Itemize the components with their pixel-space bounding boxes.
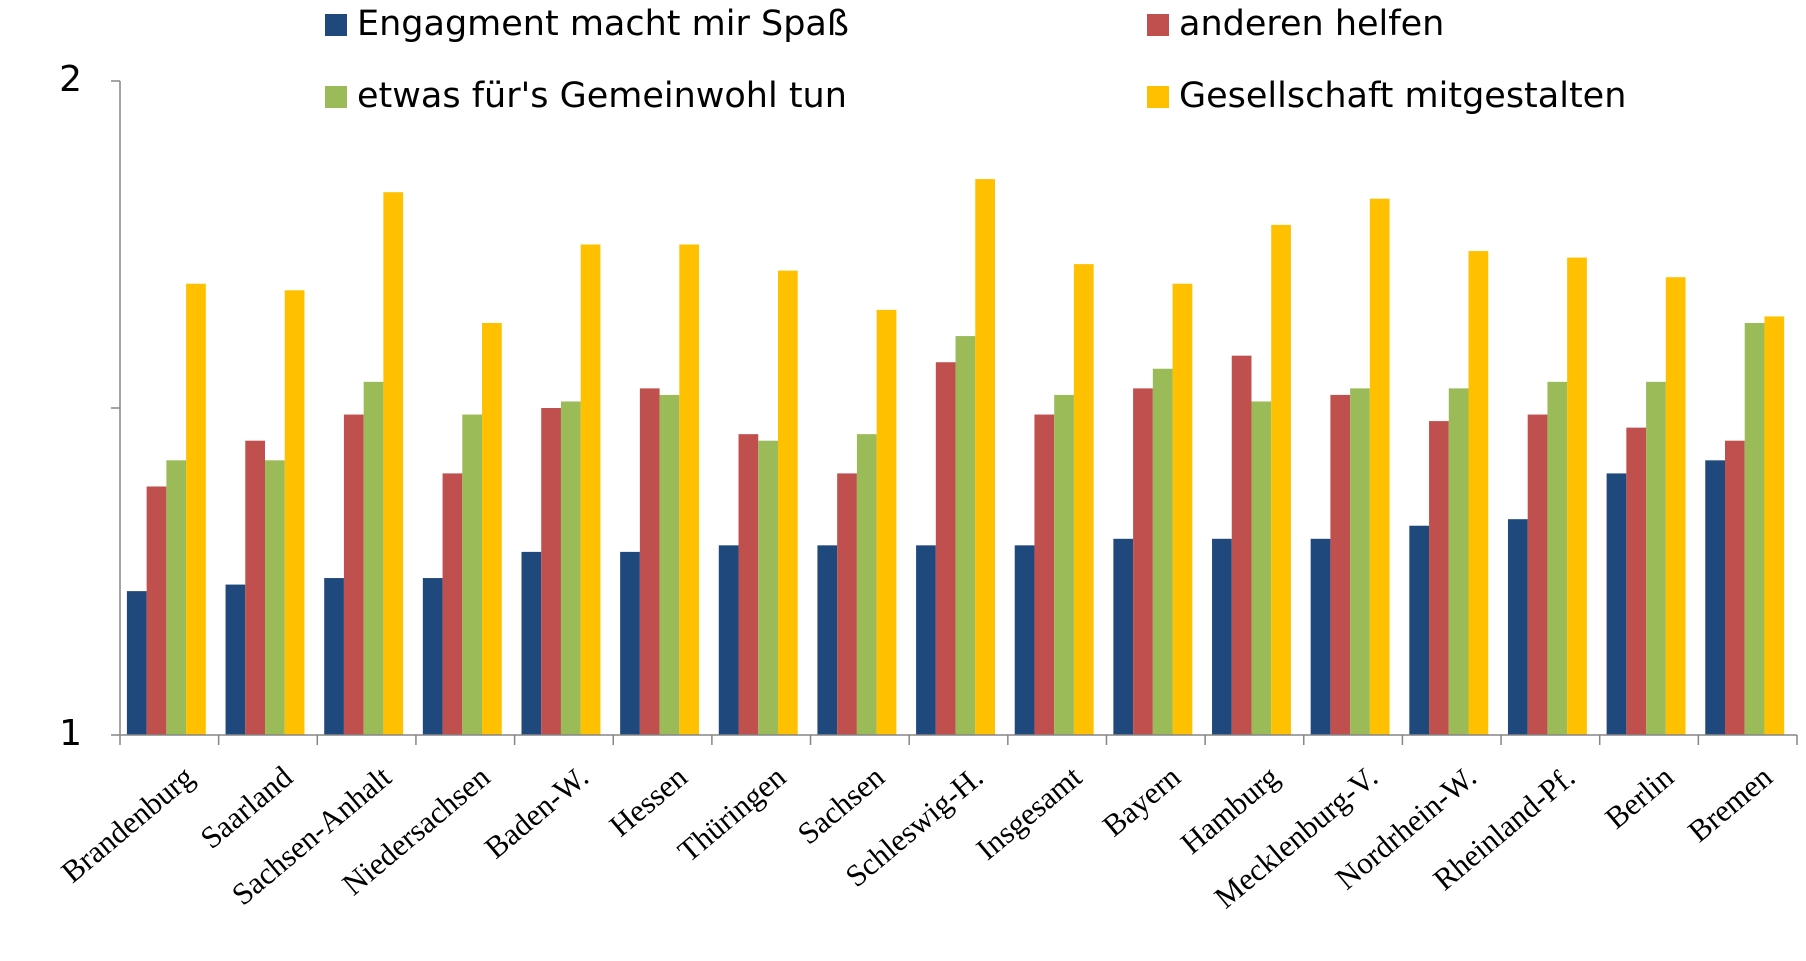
bar	[1152, 368, 1173, 735]
x-tick-label: Bayern	[1096, 759, 1187, 844]
bar	[1606, 473, 1627, 735]
bar	[817, 545, 838, 735]
bar	[1310, 538, 1331, 735]
bar	[265, 460, 285, 735]
x-tick-label: Thüringen	[671, 759, 793, 869]
bar	[541, 408, 561, 735]
bar	[1113, 538, 1134, 735]
bar	[363, 381, 384, 735]
bar	[1271, 224, 1291, 735]
bar	[186, 283, 206, 735]
bar	[146, 486, 167, 735]
bar	[738, 434, 759, 735]
bar	[837, 473, 857, 735]
bar	[1626, 427, 1647, 735]
bar	[521, 551, 542, 735]
legend-label: anderen helfen	[1179, 4, 1444, 44]
legend-label: etwas für's Gemeinwohl tun	[357, 76, 847, 116]
legend-swatch	[1147, 14, 1169, 36]
x-tick-label: Hessen	[603, 759, 694, 844]
legend-swatch	[325, 14, 347, 36]
bar	[679, 244, 700, 735]
bar	[916, 545, 936, 735]
bar	[1014, 545, 1035, 735]
bar	[1350, 388, 1370, 735]
bar	[935, 362, 956, 735]
bar	[1646, 381, 1666, 735]
bar	[560, 401, 581, 735]
bar	[777, 270, 798, 735]
bar	[1212, 538, 1232, 735]
bar	[166, 460, 187, 735]
bar	[1133, 388, 1153, 735]
bar	[1231, 355, 1252, 735]
bar	[1665, 277, 1686, 735]
bar	[639, 388, 660, 735]
x-tick-label: Insgesamt	[969, 759, 1088, 867]
bar	[758, 440, 778, 735]
y-tick-label: 2	[59, 59, 82, 100]
bar	[975, 179, 995, 736]
bar	[1251, 401, 1272, 735]
bar	[1034, 414, 1055, 735]
x-tick-label: Baden-W.	[478, 759, 595, 865]
bar	[422, 578, 443, 735]
bar	[1409, 525, 1430, 735]
bar	[343, 414, 364, 735]
bar	[876, 309, 897, 735]
bar	[659, 394, 680, 735]
bar	[718, 545, 739, 735]
bar	[1369, 198, 1390, 736]
x-tick-label: Berlin	[1598, 759, 1680, 836]
bar	[1507, 519, 1528, 735]
bar	[1527, 414, 1548, 735]
bar	[1429, 421, 1449, 735]
bar	[1448, 388, 1469, 735]
bar	[462, 414, 483, 735]
bar	[1567, 257, 1587, 735]
bar	[1468, 251, 1489, 736]
bar	[1724, 440, 1745, 735]
bar	[225, 584, 246, 735]
bar	[1172, 283, 1193, 735]
bar	[1705, 460, 1725, 735]
bar	[1330, 394, 1351, 735]
legend-swatch	[1147, 86, 1169, 108]
legend-label: Engagment macht mir Spaß	[357, 4, 849, 44]
bar	[1547, 381, 1568, 735]
bar	[1073, 264, 1094, 735]
bar	[482, 322, 502, 735]
bar	[245, 440, 266, 735]
bar	[1764, 316, 1785, 735]
bar	[1054, 394, 1074, 735]
bar	[324, 578, 344, 735]
x-tick-label: Bremen	[1681, 759, 1779, 849]
bar	[284, 290, 305, 735]
bar	[955, 336, 976, 735]
bar	[126, 591, 147, 735]
bar	[442, 473, 463, 735]
bar	[620, 551, 640, 735]
bar	[580, 244, 601, 735]
bar	[856, 434, 877, 735]
legend-label: Gesellschaft mitgestalten	[1179, 76, 1626, 116]
bar	[383, 192, 404, 735]
y-tick-label: 1	[59, 713, 82, 754]
x-tick-label: Brandenburg	[54, 759, 200, 889]
legend-swatch	[325, 86, 347, 108]
bar	[1744, 322, 1765, 735]
